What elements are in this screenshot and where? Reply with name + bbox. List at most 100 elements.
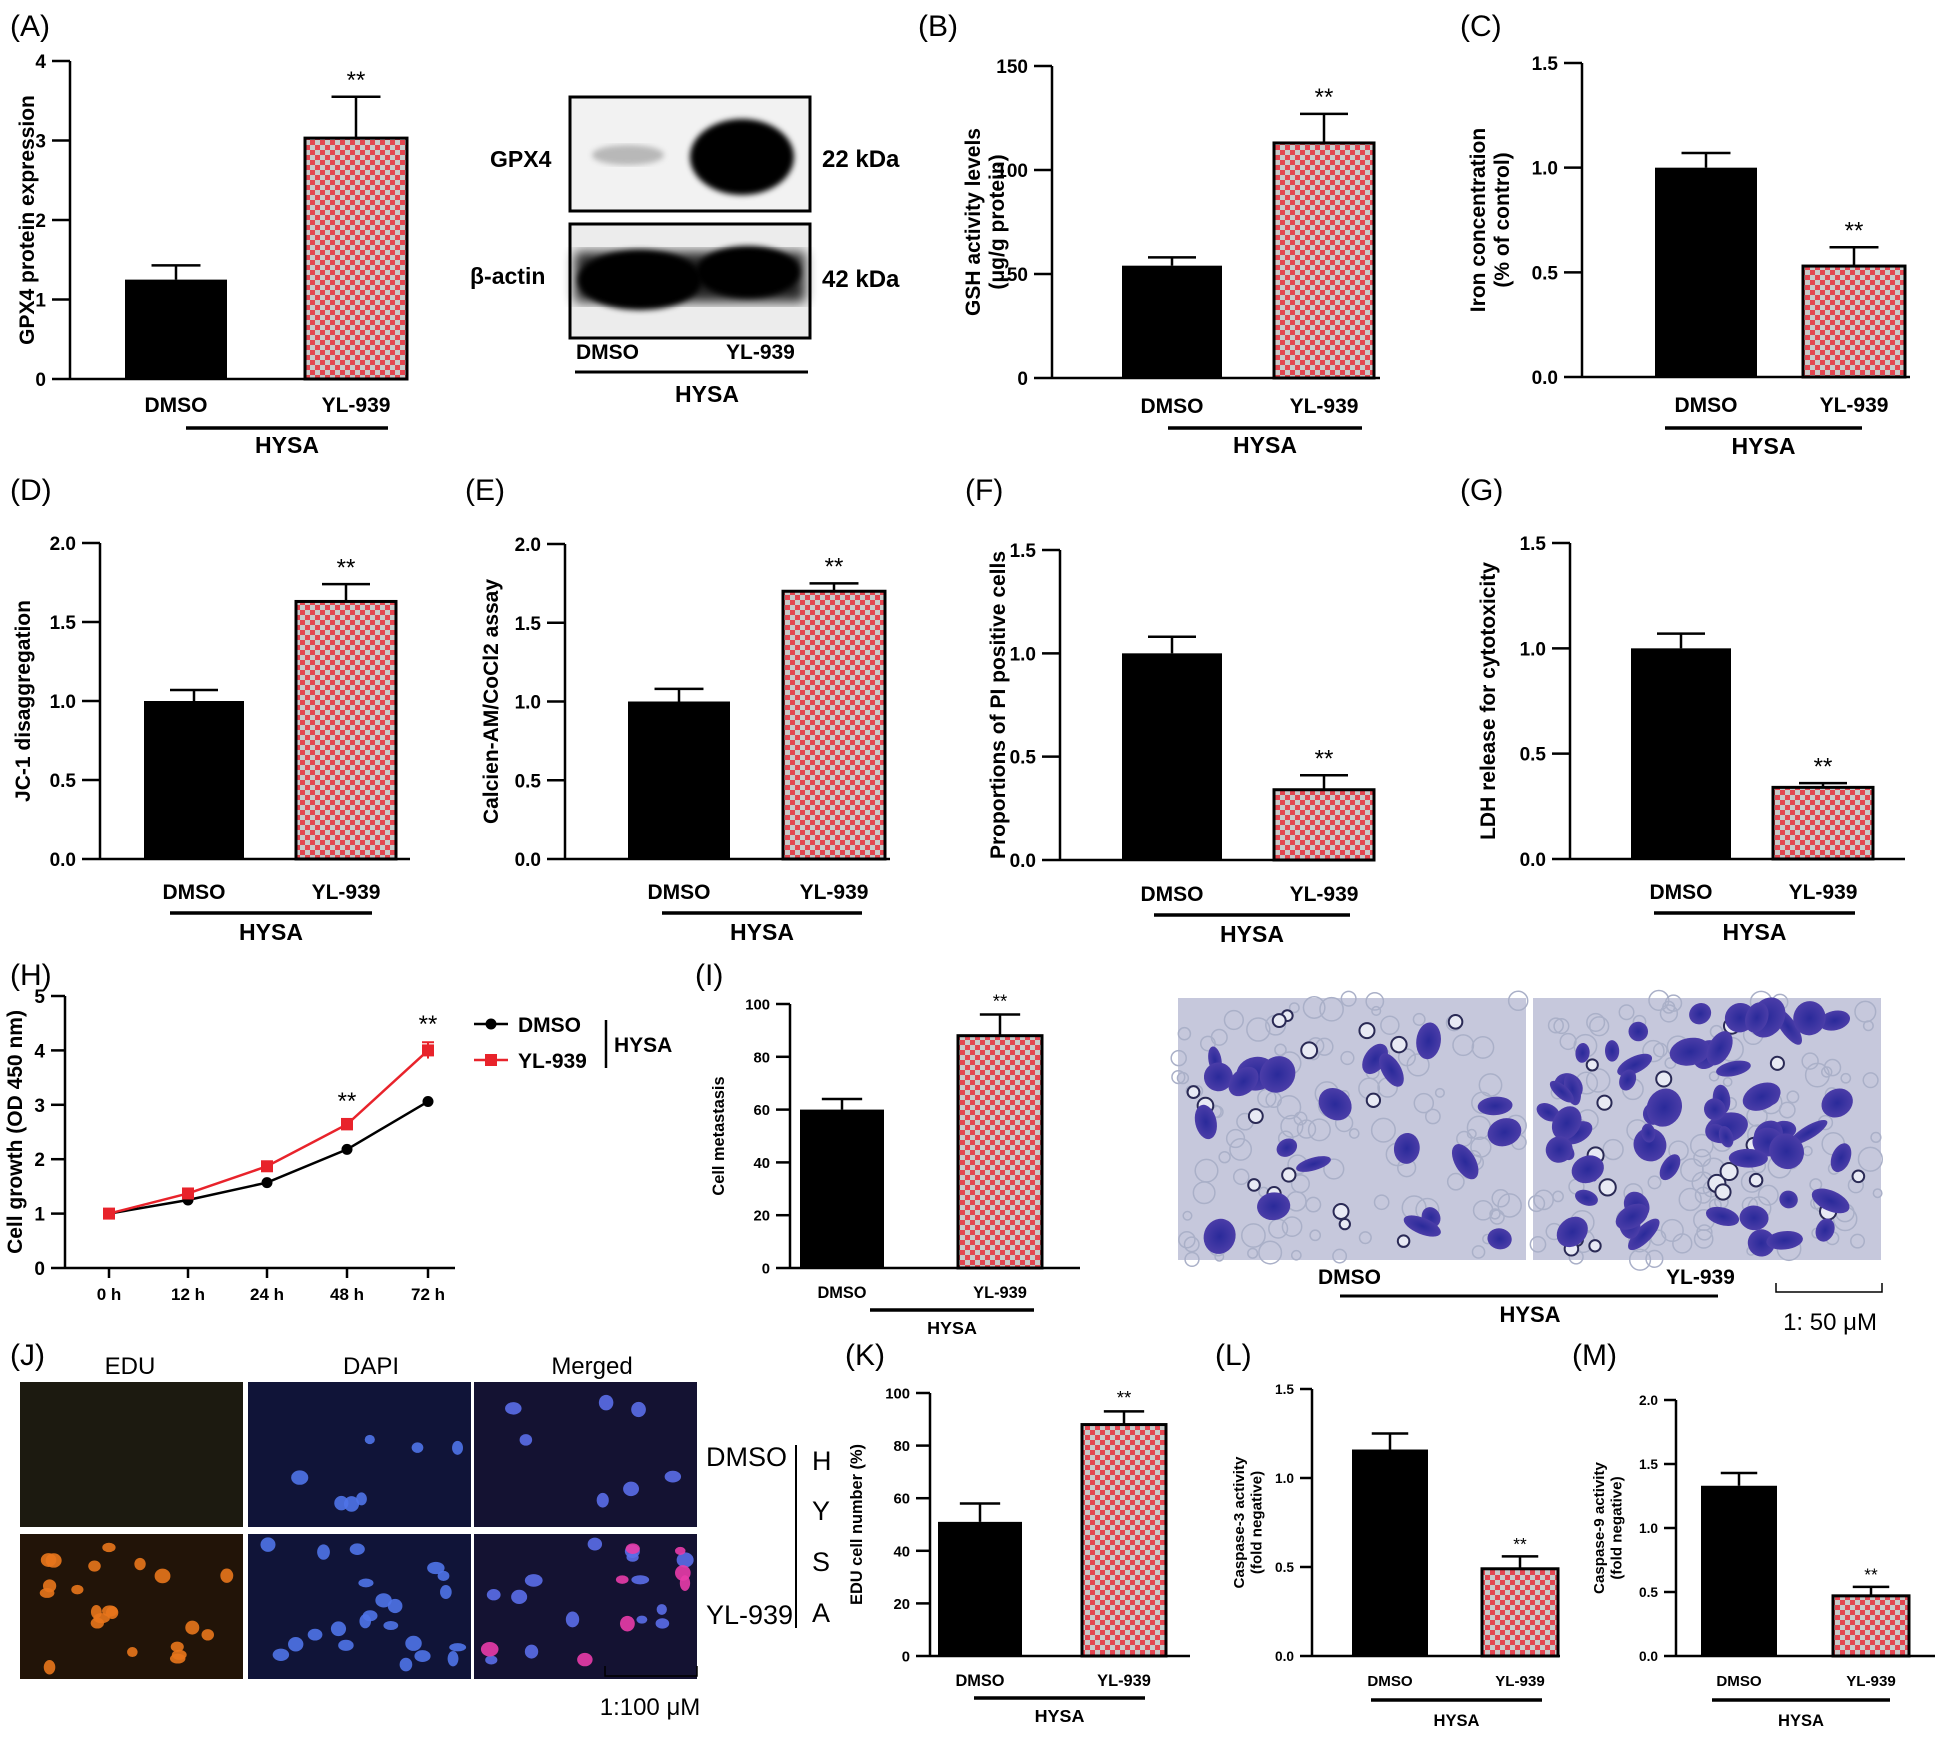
nucleus [288, 1636, 304, 1652]
nucleus [102, 1542, 116, 1553]
nucleus [414, 1650, 431, 1663]
stained-cell [1259, 1056, 1296, 1093]
membrane-texture [1529, 1236, 1547, 1253]
x-category-label: DMSO [163, 881, 226, 904]
fluor-column-label: Merged [551, 1353, 632, 1380]
bar-dmso [800, 1109, 884, 1268]
membrane-texture [1628, 1248, 1652, 1271]
y-tick-label: 1.0 [515, 693, 541, 714]
bar-yl939 [1080, 1423, 1168, 1658]
fluor-image-merged-yl-939 [474, 1534, 697, 1679]
y-tick-label: 0.0 [515, 850, 541, 871]
y-tick-label: 0.0 [1520, 850, 1546, 871]
nucleus [485, 1655, 498, 1665]
pore [1186, 1085, 1201, 1100]
membrane-texture [1229, 1137, 1253, 1161]
y-tick-label: 0.5 [1275, 1560, 1294, 1575]
membrane-texture [1434, 1087, 1445, 1098]
stained-cell [1416, 1022, 1441, 1060]
stained-cell [1451, 1144, 1479, 1180]
series-line-yl-939 [108, 1049, 429, 1215]
stained-cell [1659, 1154, 1681, 1181]
nucleus [664, 1470, 682, 1483]
y-tick-label: 1.5 [1520, 534, 1547, 555]
stained-cell [1830, 1143, 1852, 1173]
data-point-yl939 [341, 1118, 353, 1131]
stained-cell [1819, 1010, 1851, 1031]
membrane-texture [1370, 1117, 1396, 1143]
fluor-scale-bar [604, 1666, 698, 1677]
y-axis-label-C: Iron concentration [1467, 128, 1490, 312]
pore [1596, 1094, 1613, 1111]
y-axis-label-H: Cell growth (OD 450 nm) [4, 1010, 27, 1254]
membrane-texture [1862, 1020, 1874, 1032]
stained-cell [1703, 1098, 1726, 1121]
nucleus [134, 1557, 146, 1571]
y-axis-label-B: GSH activity levels [962, 128, 985, 316]
x-category-label: YL-939 [312, 881, 381, 904]
nucleus [307, 1628, 323, 1641]
stained-cell [1766, 1231, 1803, 1250]
membrane-texture [1722, 1077, 1733, 1087]
y-tick-label: 60 [894, 1492, 910, 1508]
stained-cell [1393, 1132, 1420, 1164]
nucleus [674, 1546, 686, 1555]
y-tick-label: 3 [34, 1096, 45, 1117]
membrane-texture [1693, 1229, 1714, 1249]
panel-letter-E: (E) [465, 474, 505, 507]
membrane-texture [1589, 1016, 1610, 1037]
membrane-texture [1647, 1175, 1662, 1190]
nucleus [587, 1537, 603, 1551]
pore [1247, 1178, 1261, 1192]
x-category-label: YL-939 [1495, 1673, 1545, 1690]
stained-cell [1203, 1062, 1233, 1092]
chart-D: (D) 0.0 0.5 1.0 1.5 2.0 JC-1 disaggregation DMS… [10, 474, 410, 945]
membrane-texture [1307, 1118, 1331, 1142]
stained-cell [1477, 1096, 1513, 1116]
group-label: HYSA [730, 919, 794, 945]
pore [1365, 1092, 1382, 1108]
nucleus [631, 1575, 650, 1585]
membrane-texture [1757, 1184, 1779, 1206]
bar-yl939 [1771, 785, 1875, 861]
y-axis-label-D: JC-1 disaggregation [12, 600, 35, 802]
nucleus [127, 1646, 138, 1658]
membrane-texture [1470, 1136, 1492, 1158]
y-tick-label: 0 [35, 370, 46, 391]
membrane-texture [1290, 1249, 1302, 1261]
membrane-texture [1870, 1131, 1882, 1143]
stained-cell [1549, 1080, 1574, 1103]
significance-label: ** [347, 67, 366, 94]
legend-label: DMSO [518, 1014, 581, 1037]
nucleus [42, 1579, 57, 1593]
x-category-label: DMSO [1675, 394, 1738, 417]
blot-lane-label: YL-939 [726, 341, 795, 364]
x-category-label: YL-939 [1290, 395, 1359, 418]
data-point-dmso [422, 1096, 434, 1108]
membrane-texture [1323, 1158, 1345, 1180]
chart-L: (L) 0.0 0.5 1.0 1.5 Caspase-3 activity (fold n… [1215, 1339, 1560, 1730]
pore [1300, 1041, 1319, 1060]
bar-dmso [1352, 1449, 1428, 1656]
membrane-texture [1664, 1057, 1677, 1070]
membrane-texture [1850, 1233, 1866, 1249]
panel-letter-D: (D) [10, 474, 52, 507]
stained-cell [1742, 1082, 1781, 1111]
y-tick-label: 0 [902, 1649, 910, 1665]
nucleus [625, 1543, 640, 1554]
membrane-texture [1348, 1128, 1360, 1139]
stained-cell [1669, 1037, 1711, 1066]
y-axis-label-I: Cell metastasis [710, 1076, 728, 1195]
group-label: HYSA [1233, 432, 1297, 458]
membrane-texture [1862, 1072, 1879, 1089]
group-label: HYSA [1434, 1711, 1480, 1730]
significance-label: ** [419, 1011, 438, 1038]
y-axis-label-G: LDH release for cytotoxicity [1477, 562, 1500, 840]
membrane-texture [1642, 1039, 1665, 1063]
nucleus [364, 1434, 375, 1445]
stained-cell [1739, 1205, 1769, 1231]
nucleus [437, 1570, 450, 1582]
y-tick-label: 1.5 [50, 613, 77, 634]
membrane-texture [1507, 990, 1529, 1012]
panel-letter-M: (M) [1572, 1339, 1617, 1372]
